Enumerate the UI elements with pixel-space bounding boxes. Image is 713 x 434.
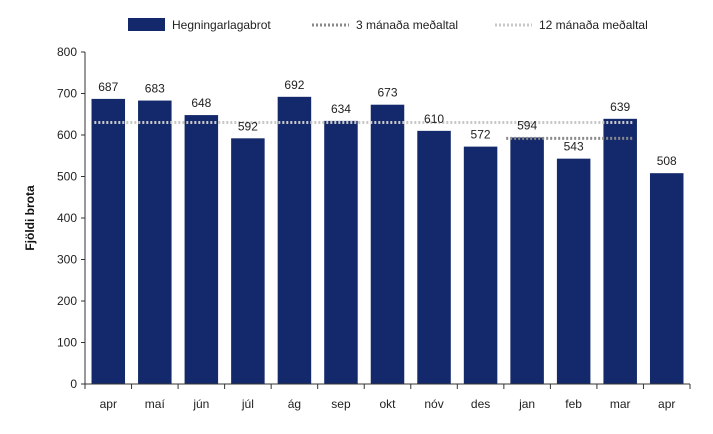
data-label: 594 [517, 118, 537, 132]
x-tick-label: sep [331, 397, 351, 411]
bar [370, 104, 405, 384]
y-tick-label: 600 [57, 128, 77, 142]
y-tick-label: 400 [57, 211, 77, 225]
y-axis-title: Fjöldi brota [23, 185, 37, 251]
y-tick-label: 300 [57, 253, 77, 267]
legend-label: Hegningarlagabrot [172, 18, 271, 32]
data-label: 692 [284, 78, 304, 92]
x-tick-label: jún [192, 397, 209, 411]
bar [277, 96, 312, 384]
y-tick-label: 500 [57, 170, 77, 184]
x-tick-label: maí [145, 397, 166, 411]
y-tick-label: 700 [57, 87, 77, 101]
y-tick-label: 0 [70, 377, 77, 391]
y-tick-label: 200 [57, 294, 77, 308]
x-tick-label: okt [379, 397, 396, 411]
legend-label: 12 mánaða meðaltal [539, 18, 648, 32]
bars [91, 96, 684, 385]
bar [324, 120, 358, 384]
data-label: 683 [145, 82, 165, 96]
x-tick-label: feb [565, 397, 582, 411]
x-tick-label: mar [610, 397, 631, 411]
data-label: 543 [564, 140, 584, 154]
bar [138, 100, 172, 385]
data-label: 634 [331, 102, 351, 116]
y-tick-label: 800 [57, 45, 77, 59]
data-label: 639 [610, 100, 630, 114]
data-label: 610 [424, 112, 444, 126]
data-label: 648 [191, 96, 211, 110]
x-tick-label: jan [518, 397, 535, 411]
x-axis: apr maí jún júl ág sep okt nóv des jan feb mar apr [84, 383, 691, 411]
legend-label: 3 mánaða meðaltal [356, 18, 458, 32]
legend-swatch [128, 18, 165, 31]
data-label: 687 [98, 80, 118, 94]
x-tick-label: apr [100, 397, 117, 411]
data-label: 572 [471, 128, 491, 142]
average-lines [94, 121, 635, 140]
bar [91, 98, 126, 385]
x-tick-label: apr [658, 397, 675, 411]
x-tick-label: júl [241, 397, 254, 411]
bar [184, 115, 219, 384]
bar [417, 130, 451, 384]
bar [649, 173, 684, 384]
data-label: 673 [377, 86, 397, 100]
x-tick-label: nóv [424, 397, 443, 411]
data-labels: 687 683 648 592 692 634 673 610 572 594 543 639 508 [98, 78, 677, 168]
y-axis: 0 100 200 300 400 500 600 700 800 [57, 45, 86, 391]
bar [510, 137, 544, 384]
data-label: 592 [238, 119, 258, 133]
legend: Hegningarlagabrot 3 mánaða meðaltal 12 mán… [128, 18, 648, 32]
y-tick-label: 100 [57, 336, 77, 350]
x-tick-label: ág [288, 397, 301, 411]
bar [231, 138, 265, 384]
bar [463, 146, 498, 384]
bar [603, 118, 637, 384]
bar [556, 158, 591, 384]
data-label: 508 [657, 154, 677, 168]
x-tick-label: des [471, 397, 490, 411]
